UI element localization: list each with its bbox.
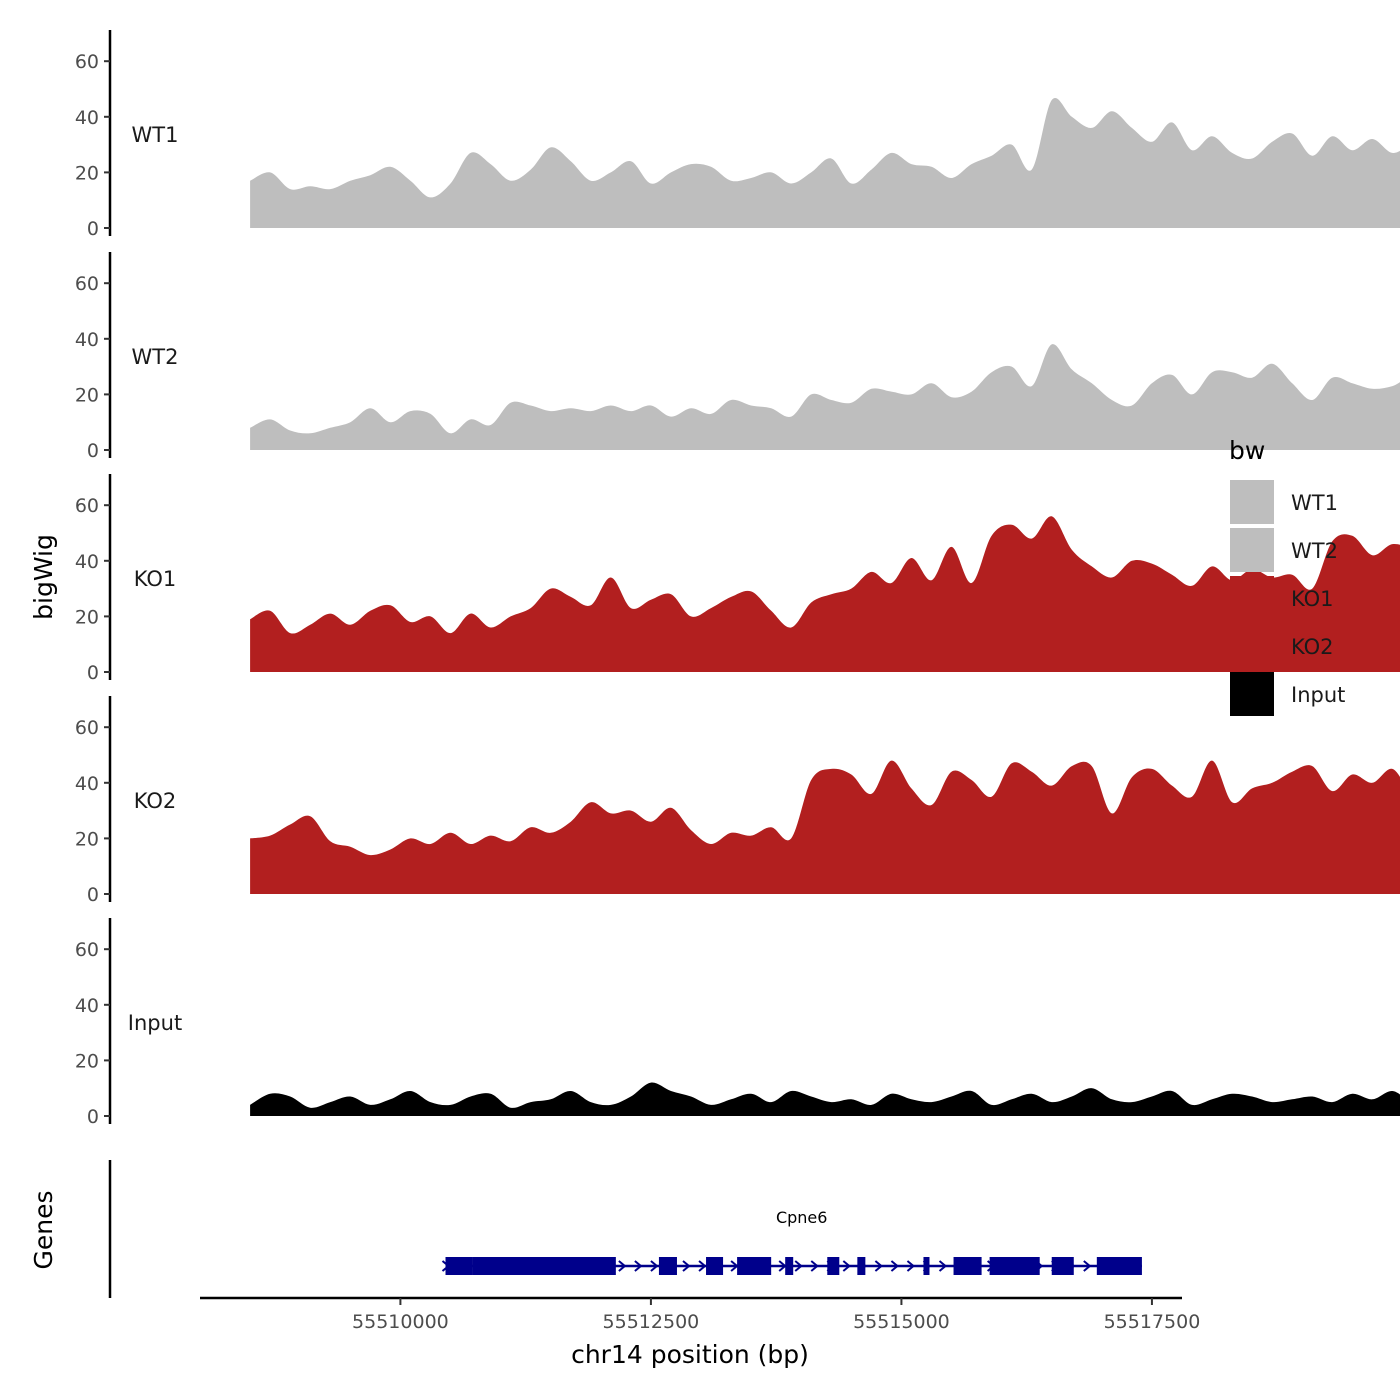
track-wt2: 0 20 40 60 WT2 [75,252,1400,462]
strand-arrow [730,1260,739,1272]
gene-exon [827,1257,840,1275]
legend-label-input: Input [1291,683,1345,707]
y-tick-label: 60 [75,273,99,295]
x-tick-label: 55517500 [1104,1311,1201,1333]
y-tick-label: 60 [75,51,99,73]
track-label: KO1 [134,567,177,591]
y-tick-label: 20 [75,384,99,406]
track-area-input [250,1082,1400,1116]
strand-arrow [874,1260,883,1272]
bigwig-tracks: 0 20 40 60 WT1 0 20 40 60 WT2 0 20 40 60 KO1 0 20 40 60 KO2… [75,30,1400,1128]
track-wt1: 0 20 40 60 WT1 [75,30,1400,240]
legend-label-wt2: WT2 [1291,539,1338,563]
y-tick-label: 0 [87,440,99,462]
gene-exon [737,1257,772,1275]
gene-exon [857,1257,866,1275]
legend-title: bw [1229,436,1265,465]
gene-exon [953,1257,982,1275]
y-tick-label: 0 [87,1106,99,1128]
x-axis-title: chr14 position (bp) [571,1340,809,1369]
strand-arrow [1083,1260,1092,1272]
track-label: WT2 [132,345,179,369]
strand-arrow [842,1260,851,1272]
legend-key-ko2 [1230,624,1274,668]
y-tick-label: 40 [75,995,99,1017]
track-label: KO2 [134,789,177,813]
track-area-wt1 [250,98,1400,228]
genes-panel: Genes Cpne6 [29,1160,1142,1298]
y-tick-label: 40 [75,107,99,129]
x-tick-label: 55512500 [603,1311,700,1333]
legend-label-ko1: KO1 [1291,587,1334,611]
y-tick-label: 20 [75,1050,99,1072]
gene-exon [1096,1257,1142,1275]
x-tick-label: 55515000 [853,1311,950,1333]
legend: bw WT1 WT2 KO1 KO2 Input [1229,436,1345,716]
gene-exon [706,1257,724,1275]
strand-arrow [618,1260,627,1272]
gene-exon [445,1257,473,1275]
strand-arrow [778,1260,787,1272]
track-area-wt2 [250,344,1400,450]
y-tick-label: 20 [75,162,99,184]
strand-arrow [938,1260,948,1272]
y-tick-label: 20 [75,828,99,850]
legend-key-ko1 [1230,576,1274,620]
track-area-ko2 [250,760,1400,894]
gene-model-cpne6 [441,1257,1142,1275]
track-label: WT1 [132,123,179,147]
track-area-ko1 [250,516,1400,672]
y-tick-label: 60 [75,717,99,739]
strand-arrow [634,1260,643,1272]
legend-label-wt1: WT1 [1291,491,1338,515]
track-ko2: 0 20 40 60 KO2 [75,696,1400,906]
y-tick-label: 60 [75,939,99,961]
strand-arrow [650,1260,659,1272]
x-axis: 55510000 55512500 55515000 55517500 [200,1296,1201,1333]
y-tick-label: 60 [75,495,99,517]
gene-exon [472,1257,616,1275]
legend-label-ko2: KO2 [1291,635,1334,659]
track-label: Input [128,1011,182,1035]
y-tick-label: 0 [87,884,99,906]
legend-key-wt2 [1230,528,1274,572]
gene-exon [785,1257,794,1275]
strand-arrow [682,1260,691,1272]
strand-arrow [698,1260,707,1272]
gene-exon [658,1257,677,1275]
x-tick-label: 55510000 [352,1311,449,1333]
strand-arrow [794,1260,803,1272]
legend-key-input [1230,672,1274,716]
y-tick-label: 0 [87,218,99,240]
y-tick-label: 20 [75,606,99,628]
genes-axis-title: Genes [29,1190,58,1269]
track-ko1: 0 20 40 60 KO1 [75,474,1400,684]
strand-arrow [810,1260,819,1272]
strand-arrow [906,1260,916,1272]
gene-name-label: Cpne6 [776,1208,828,1227]
track-input: 0 20 40 60 Input [75,918,1400,1128]
y-tick-label: 40 [75,773,99,795]
y-axis-title: bigWig [29,534,58,620]
strand-arrow [890,1260,899,1272]
legend-key-wt1 [1230,480,1274,524]
y-tick-label: 0 [87,662,99,684]
y-tick-label: 40 [75,329,99,351]
gene-exon [923,1257,930,1275]
gene-exon [1051,1257,1074,1275]
gene-exon [989,1257,1040,1275]
y-tick-label: 40 [75,551,99,573]
